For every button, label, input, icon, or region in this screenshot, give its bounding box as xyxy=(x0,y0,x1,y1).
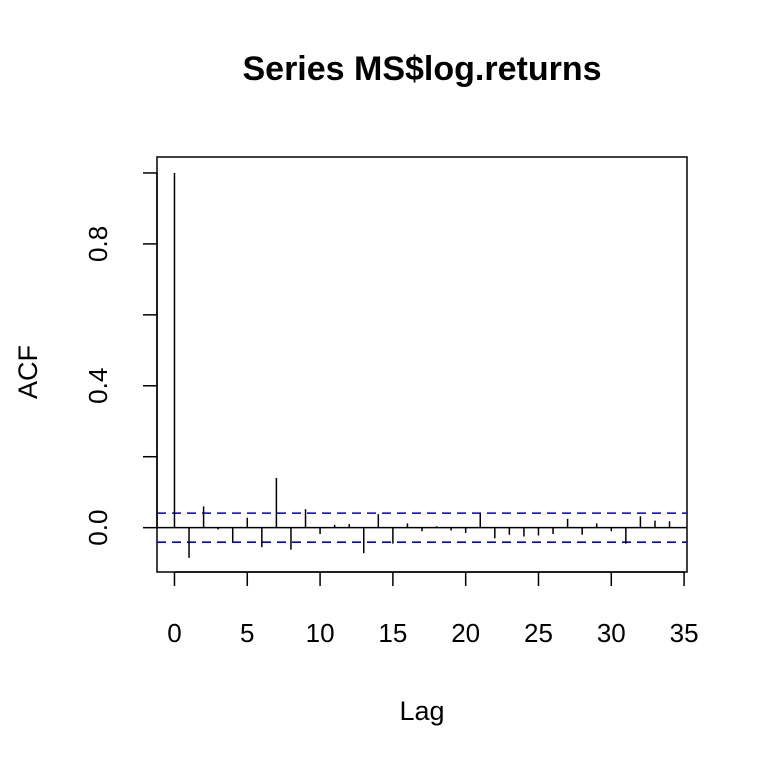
y-axis-label: ACF xyxy=(13,345,43,399)
x-tick-label-25: 25 xyxy=(524,618,553,648)
y-tick-label-2: 0.4 xyxy=(83,368,113,404)
x-tick-label-10: 10 xyxy=(306,618,335,648)
x-tick-label-0: 0 xyxy=(167,618,181,648)
y-tick-label-0: 0.0 xyxy=(83,510,113,546)
x-axis-label: Lag xyxy=(399,696,444,726)
chart-title: Series MS$log.returns xyxy=(242,50,601,88)
plot-marks: 0 5 10 15 20 25 30 35 0.0 0.4 0.8 xyxy=(83,172,699,648)
x-tick-label-20: 20 xyxy=(451,618,480,648)
x-tick-label-15: 15 xyxy=(378,618,407,648)
x-tick-label-30: 30 xyxy=(597,618,626,648)
x-tick-label-5: 5 xyxy=(240,618,254,648)
plot-frame xyxy=(156,156,688,573)
y-tick-label-4: 0.8 xyxy=(83,226,113,262)
x-tick-label-35: 35 xyxy=(670,618,699,648)
